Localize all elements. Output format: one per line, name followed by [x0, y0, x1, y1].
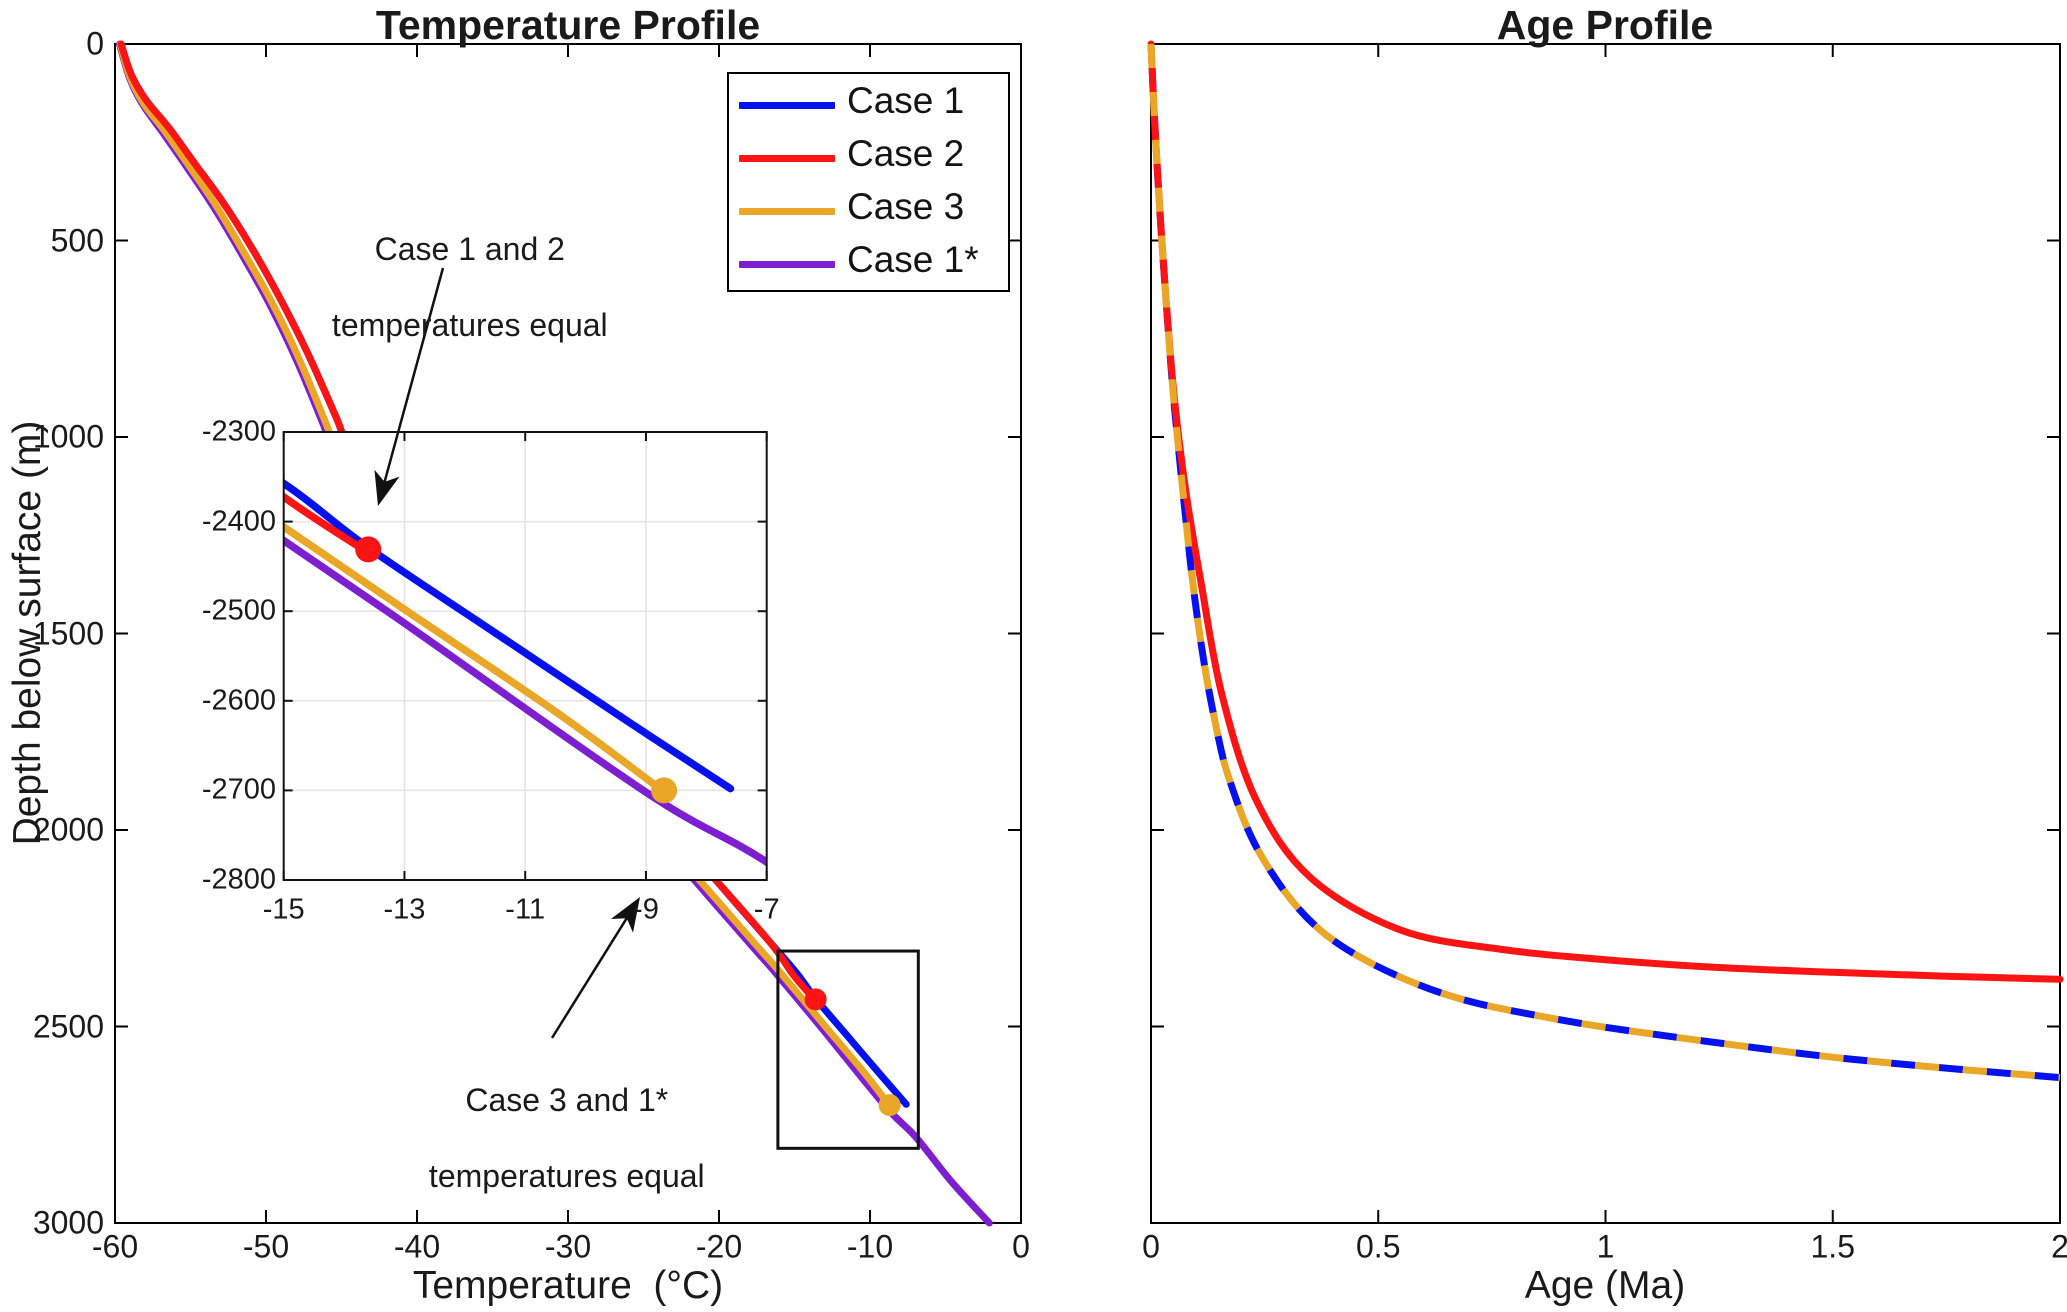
inset-y-tick-label: -2700: [201, 773, 276, 806]
inset-equal-temp-marker-2: [651, 777, 678, 804]
legend-item-label: Case 3: [847, 186, 965, 227]
inset-case1star-curve: [283, 535, 767, 867]
annotation-case3-1star: Case 3 and 1* temperatures equal: [393, 1043, 705, 1233]
depth-y-tick-label: 2000: [32, 811, 104, 848]
inset-x-tick-label: -7: [753, 893, 780, 926]
age-x-tick-label: 1: [1596, 1228, 1615, 1265]
age-case2-solid-curve: [1147, 40, 2064, 983]
zoom-region-rectangle: [776, 949, 920, 1150]
inset-y-tick-label: -2300: [201, 415, 276, 448]
right-plot-title: Age Profile: [1496, 2, 1714, 48]
inset-x-tick-label: -15: [262, 893, 305, 926]
temp-x-tick-label: -60: [91, 1228, 139, 1265]
age-x-tick-label: 2: [2051, 1228, 2067, 1265]
arrow-case3-1star: [550, 897, 640, 1039]
inset-x-tick-label: -9: [633, 893, 659, 926]
annotation-case3-1star-line2: temperatures equal: [428, 1158, 705, 1194]
legend-line-swatch: [739, 102, 835, 109]
inset-y-tick-label: -2500: [201, 594, 276, 627]
temp-x-tick-label: -10: [846, 1228, 894, 1265]
age-curves: [1147, 40, 2064, 1082]
right-plot-xaxis-label: Age (Ma): [1524, 1264, 1686, 1307]
depth-y-tick-label: 500: [50, 222, 104, 258]
left-plot-title: Temperature Profile: [375, 2, 761, 48]
arrow-case1-2: [374, 267, 445, 506]
age-plot-axes: [1150, 43, 2061, 1224]
inset-case1-curve: [283, 478, 735, 793]
inset-x-tick-label: -13: [383, 893, 426, 926]
inset-y-tick-label: -2600: [201, 684, 276, 717]
legend-item-label: Case 2: [847, 133, 965, 174]
left-plot-xaxis-label: Temperature (°C): [412, 1264, 724, 1307]
age-x-tick-label: 0: [1142, 1228, 1160, 1265]
depth-y-tick-label: 3000: [32, 1204, 104, 1241]
annotation-case1-2-line2: temperatures equal: [331, 307, 608, 343]
legend-line-swatch: [739, 208, 835, 215]
equal-temp-marker-1: [804, 988, 827, 1011]
equal-temp-marker-2: [878, 1094, 901, 1117]
legend-line-swatch: [739, 155, 835, 162]
age-x-tick-label: 1.5: [1810, 1228, 1855, 1265]
age-case1-dashed-curve: [1147, 43, 2061, 1082]
inset-equal-temp-marker-1: [355, 536, 382, 563]
inset-plot: [282, 431, 768, 881]
age-x-tick-label: 0.5: [1356, 1228, 1401, 1265]
depth-y-tick-label: 1500: [32, 615, 104, 651]
inset-x-tick-label: -11: [505, 893, 546, 926]
legend-item-label: Case 1: [847, 80, 965, 121]
depth-y-tick-label: 0: [86, 25, 104, 62]
annotation-case1-2: Case 1 and 2 temperatures equal: [296, 192, 608, 382]
temperature-plot-axes: [114, 43, 1022, 1224]
legend-item-label: Case 1*: [847, 239, 979, 280]
legend-line-swatch: [739, 261, 835, 268]
legend: Case 1 Case 2 Case 3 Case 1*: [727, 72, 1010, 292]
inset-y-tick-label: -2800: [201, 863, 276, 896]
temp-x-tick-label: 0: [1012, 1228, 1030, 1265]
annotation-case3-1star-line1: Case 3 and 1*: [465, 1082, 669, 1118]
inset-y-tick-label: -2400: [201, 505, 276, 538]
temp-x-tick-label: -40: [393, 1228, 441, 1265]
depth-y-tick-label: 2500: [32, 1008, 104, 1044]
temp-x-tick-label: -50: [242, 1228, 290, 1265]
annotation-case1-2-line1: Case 1 and 2: [374, 231, 565, 267]
temp-x-tick-label: -30: [544, 1228, 592, 1265]
temp-x-tick-label: -20: [695, 1228, 743, 1265]
depth-y-tick-label: 1000: [32, 418, 104, 455]
age-case3-dashed-curve: [1147, 43, 2061, 1082]
